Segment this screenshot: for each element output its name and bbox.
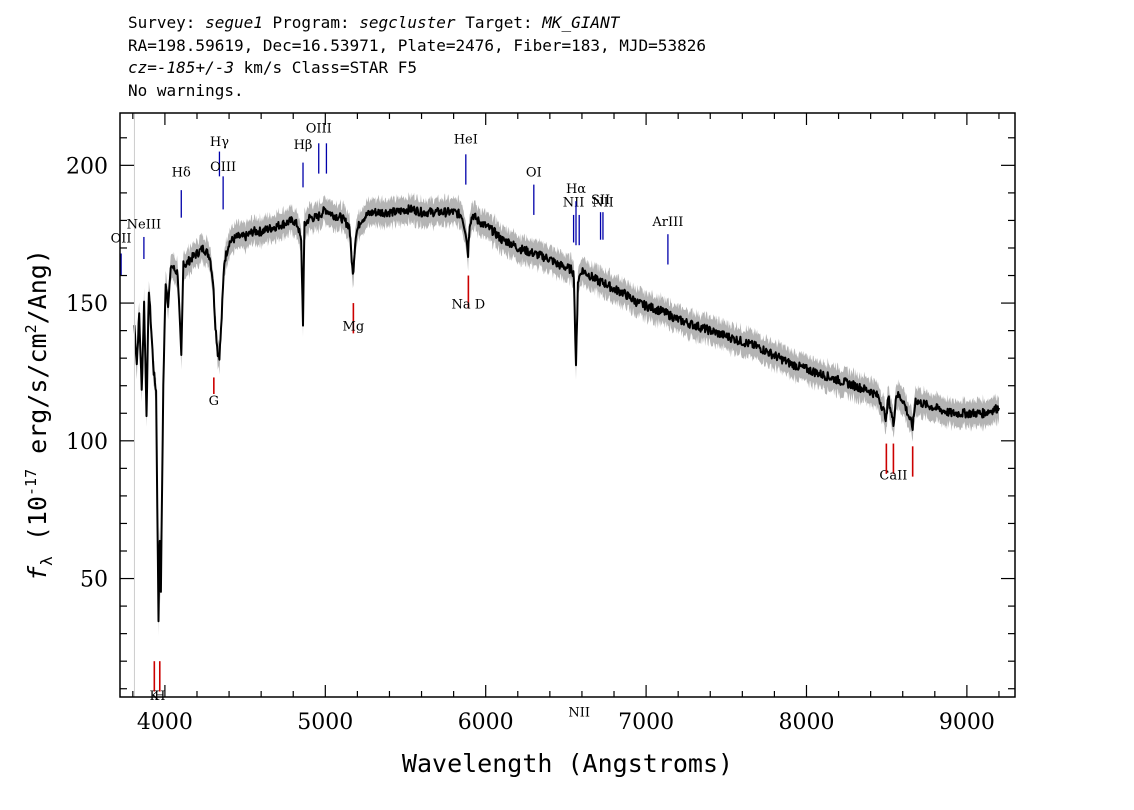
survey-value: segue1 [205, 13, 263, 32]
header-line-2: RA=198.59619, Dec=16.53971, Plate=2476, … [128, 35, 706, 55]
line-label-mg-19: Mg [343, 320, 365, 335]
y-tick-label-150: 150 [66, 292, 108, 317]
y-tick-labels: 50 100 150 200 [66, 154, 108, 592]
line-label-nii-12: NII [568, 705, 590, 720]
line-label-oiii-6: OIII [306, 121, 332, 136]
line-label-hβ-5: Hβ [294, 138, 313, 153]
axis-ticks [120, 113, 1015, 697]
x-axis-title: Wavelength (Angstroms) [402, 749, 733, 778]
cz-label: cz= [128, 58, 157, 77]
program-value: segcluster [359, 13, 456, 32]
y-title-sub: λ [37, 556, 56, 566]
y-tick-label-50: 50 [80, 568, 108, 593]
line-label-caii-21: CaII [879, 468, 907, 483]
line-label-ariii-15: ArIII [651, 215, 683, 230]
error-band [134, 192, 999, 636]
spectrum-layer [133, 113, 1000, 697]
line-label-nii-10: NII [563, 196, 585, 211]
cz-value: -185+/-3 [156, 58, 234, 77]
line-label-hδ-2: Hδ [172, 165, 191, 180]
y-title-exp: -17 [22, 469, 40, 496]
header-line-1: Survey: segue1 Program: segcluster Targe… [128, 12, 706, 35]
y-title-mid: erg/s/cm [23, 333, 52, 468]
line-label-hei-8: HeI [454, 132, 478, 147]
header-line-3: cz=-185+/-3 km/s Class=STAR F5 [128, 57, 706, 80]
x-tick-label-4000: 4000 [137, 710, 193, 735]
line-label-oii-0: OII [111, 231, 132, 246]
line-label-g-18: G [209, 394, 219, 409]
target-label: Target: [465, 13, 533, 32]
x-tick-label-5000: 5000 [297, 710, 353, 735]
line-label-neiii-1: NeIII [127, 218, 161, 233]
y-title-exp2: 2 [22, 324, 40, 333]
survey-label: Survey: [128, 13, 196, 32]
spectrum-line [133, 204, 1000, 623]
plot-frame [119, 112, 1016, 698]
line-label-na-d-20: Na D [452, 298, 486, 313]
target-value: MK_GIANT [542, 13, 620, 32]
line-label-oiii-4: OIII [210, 160, 236, 175]
program-label: Program: [272, 13, 350, 32]
y-tick-label-100: 100 [66, 430, 108, 455]
line-label-oi-9: OI [526, 165, 542, 180]
line-label-hγ-3: Hγ [210, 135, 229, 150]
x-tick-label-8000: 8000 [778, 710, 834, 735]
line-label-nii-14: NII [592, 196, 614, 211]
line-label-hα-11: Hα [566, 182, 586, 197]
spectrum-header: Survey: segue1 Program: segcluster Targe… [128, 12, 706, 102]
error-band-layer [134, 192, 999, 636]
x-tick-label-7000: 7000 [618, 710, 674, 735]
x-tick-label-6000: 6000 [458, 710, 514, 735]
y-title-tail: /Ang) [23, 249, 52, 324]
cz-rest: km/s Class=STAR F5 [233, 58, 417, 77]
y-axis-title: fλ (10-17 erg/s/cm2/Ang) [22, 249, 56, 581]
line-label-sii-13: SII [591, 193, 610, 208]
y-title-open: (10 [23, 496, 52, 556]
y-title-f: f [23, 565, 52, 581]
x-tick-label-9000: 9000 [939, 710, 995, 735]
spectral-lines-layer: OIINeIIIHδHγOIIIHβOIIIHeIOINIIHαNIISIINI… [111, 121, 914, 720]
header-warnings: No warnings. [128, 80, 244, 100]
y-tick-label-200: 200 [66, 154, 108, 179]
x-tick-labels: 4000 5000 6000 7000 8000 9000 [137, 710, 995, 735]
